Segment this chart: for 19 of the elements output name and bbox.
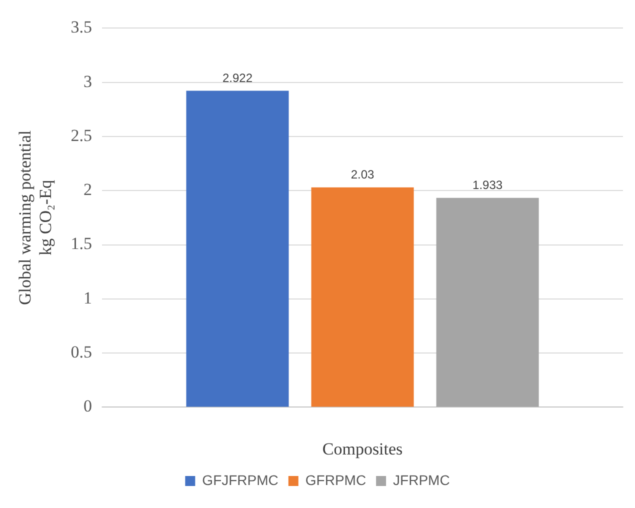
y-tick-label: 3 — [84, 72, 92, 91]
y-tick-label: 2.5 — [70, 126, 92, 145]
y-tick-label: 1 — [84, 288, 92, 308]
data-label: 2.03 — [350, 168, 375, 182]
y-axis-title: Global warming potential kg CO₂-Eq — [16, 130, 56, 306]
bar — [436, 198, 539, 407]
x-axis-title: Composites — [322, 439, 403, 458]
y-tick-label: 2 — [84, 180, 92, 200]
y-tick-label: 3.5 — [70, 18, 92, 37]
data-label: 1.933 — [472, 178, 503, 192]
legend-label: GFJFRPMC — [202, 472, 278, 488]
data-label: 2.922 — [222, 71, 253, 86]
bar — [311, 187, 414, 407]
y-tick-label: 0 — [84, 396, 92, 416]
legend-label: GFRPMC — [305, 472, 366, 488]
bar — [186, 90, 289, 407]
y-tick-label: 1.5 — [70, 234, 92, 254]
legend-label: JFRPMC — [393, 472, 450, 488]
y-tick-label: 0.5 — [70, 342, 92, 362]
